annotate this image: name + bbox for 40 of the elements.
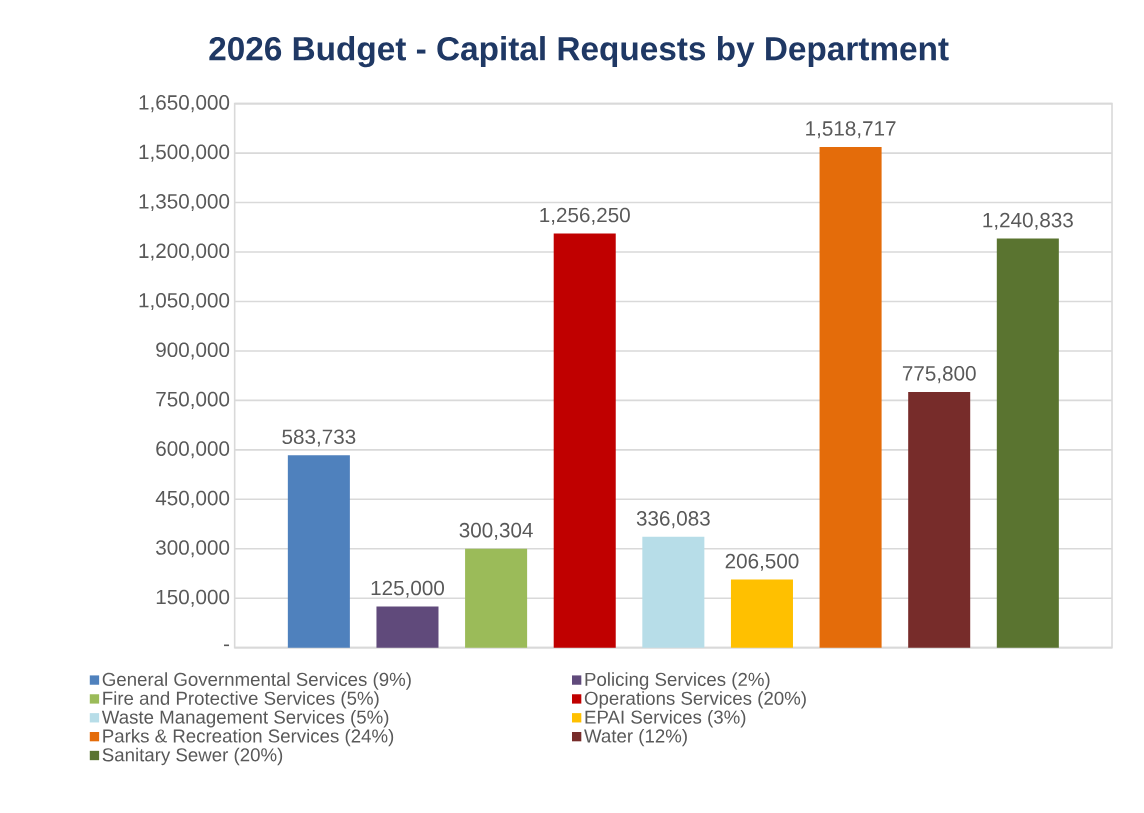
- data-label: 336,083: [636, 511, 710, 529]
- y-tick-label: 450,000: [155, 490, 230, 508]
- data-label: 1,518,717: [806, 121, 896, 139]
- bar: [642, 536, 705, 648]
- legend-label: Fire and Protective Services (5%): [103, 691, 379, 709]
- y-tick-label: 1,200,000: [139, 243, 230, 261]
- bar: [908, 391, 971, 648]
- y-tick-label: 750,000: [156, 391, 230, 409]
- data-label: 206,500: [725, 553, 799, 571]
- y-tick-label: 600,000: [156, 441, 230, 459]
- bar: [465, 548, 528, 648]
- data-label: 583,733: [282, 429, 356, 447]
- legend-label: Operations Services (20%): [584, 691, 806, 709]
- legend-label: Parks & Recreation Services (24%): [103, 728, 394, 747]
- data-label: 125,000: [371, 580, 445, 598]
- data-label: 1,256,250: [540, 207, 630, 225]
- y-tick-label: 1,050,000: [139, 292, 230, 311]
- data-label: 775,800: [902, 366, 976, 384]
- legend-label: General Governmental Services (9%): [102, 672, 411, 690]
- bar: [996, 238, 1059, 648]
- y-tick-label: 900,000: [156, 342, 230, 360]
- data-label: 300,304: [459, 522, 533, 540]
- bar: [730, 579, 793, 648]
- y-tick-label: 150,000: [156, 589, 230, 607]
- legend-label: Policing Services (2%): [585, 672, 770, 690]
- legend-label: Water (12%): [584, 728, 687, 747]
- bar: [553, 233, 616, 648]
- bar: [819, 146, 882, 648]
- legend-label: Sanitary Sewer (20%): [102, 747, 283, 766]
- y-tick-label: 300,000: [156, 540, 230, 558]
- y-tick-label: -: [224, 644, 230, 647]
- y-tick-label: 1,500,000: [139, 144, 230, 162]
- chart-title: 2026 Budget - Capital Requests by Department: [209, 36, 949, 68]
- legend-label: Waste Management Services (5%): [101, 710, 389, 728]
- y-tick-label: 1,650,000: [139, 95, 230, 113]
- bar: [376, 606, 439, 648]
- data-label: 1,240,833: [983, 212, 1073, 230]
- bar: [287, 455, 350, 648]
- legend-label: EPAI Services (3%): [585, 710, 746, 728]
- y-tick-label: 1,350,000: [139, 194, 230, 212]
